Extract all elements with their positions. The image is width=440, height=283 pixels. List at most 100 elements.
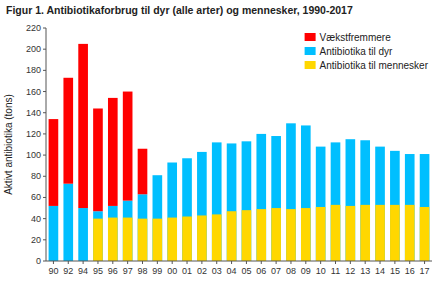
bar <box>227 143 237 144</box>
x-tick <box>320 261 321 264</box>
bar <box>49 119 59 206</box>
x-tick-label: 09 <box>301 266 311 276</box>
legend-swatch <box>305 33 316 41</box>
x-tick-label: 94 <box>78 266 88 276</box>
bar <box>360 205 370 261</box>
y-tick-label: 160 <box>26 87 41 97</box>
y-tick-label: 60 <box>31 192 41 202</box>
x-tick-label: 07 <box>271 266 281 276</box>
bar <box>123 201 133 261</box>
bar <box>242 210 252 261</box>
bar <box>316 207 326 261</box>
y-tick-label: 40 <box>31 214 41 224</box>
x-tick <box>335 261 336 264</box>
x-tick <box>53 261 54 264</box>
bar <box>182 217 192 261</box>
bar <box>331 205 341 261</box>
bar <box>123 92 133 201</box>
bar <box>167 163 177 261</box>
y-tick <box>43 28 46 29</box>
x-tick-label: 99 <box>152 266 162 276</box>
bar <box>405 205 415 261</box>
bar <box>331 142 341 261</box>
bar <box>375 205 385 261</box>
bar <box>286 123 296 124</box>
y-tick <box>43 261 46 262</box>
x-tick <box>350 261 351 264</box>
x-tick <box>68 261 69 264</box>
bar <box>153 219 163 261</box>
bar <box>286 123 296 261</box>
y-tick <box>43 133 46 134</box>
legend-swatch <box>305 61 316 69</box>
x-tick-label: 10 <box>316 266 326 276</box>
legend-label: Antibiotika til dyr <box>320 46 393 57</box>
x-tick <box>187 261 188 264</box>
bar <box>78 44 88 208</box>
x-axis <box>46 261 432 262</box>
x-tick <box>409 261 410 264</box>
x-tick-label: 00 <box>167 266 177 276</box>
bar <box>93 108 103 211</box>
x-tick <box>201 261 202 264</box>
bar <box>167 162 177 163</box>
y-tick <box>43 91 46 92</box>
y-tick-label: 80 <box>31 171 41 181</box>
x-tick-label: 02 <box>197 266 207 276</box>
y-tick-label: 120 <box>26 129 41 139</box>
bar <box>108 218 118 261</box>
bar <box>390 151 400 261</box>
x-tick-label: 13 <box>360 266 370 276</box>
y-tick-label: 220 <box>26 23 41 33</box>
x-tick <box>380 261 381 264</box>
bar <box>197 215 207 261</box>
legend: VækstfremmereAntibiotika til dyrAntibiot… <box>305 32 429 71</box>
bar <box>256 133 266 134</box>
bar <box>78 208 88 261</box>
bar <box>212 142 222 143</box>
x-tick <box>216 261 217 264</box>
bar <box>93 219 103 261</box>
bar <box>93 211 103 261</box>
bar <box>256 134 266 261</box>
x-tick <box>261 261 262 264</box>
x-tick <box>127 261 128 264</box>
bar <box>108 98 118 206</box>
bar <box>346 139 356 261</box>
bar <box>227 143 237 261</box>
bar <box>242 141 252 142</box>
bars <box>49 44 430 261</box>
bar <box>138 194 148 261</box>
x-tick <box>276 261 277 264</box>
x-tick-label: 95 <box>93 266 103 276</box>
bar <box>420 154 430 155</box>
bar <box>108 206 118 261</box>
y-tick <box>43 197 46 198</box>
x-tick-label: 16 <box>405 266 415 276</box>
bar <box>346 206 356 261</box>
x-tick-label: 01 <box>182 266 192 276</box>
bar <box>301 125 311 126</box>
bar <box>138 149 148 195</box>
bar <box>271 136 281 137</box>
x-tick-label: 14 <box>375 266 385 276</box>
bar <box>167 218 177 261</box>
x-tick-label: 08 <box>286 266 296 276</box>
bar <box>227 211 237 261</box>
y-tick <box>43 155 46 156</box>
x-tick <box>83 261 84 264</box>
y-tick <box>43 112 46 113</box>
bar <box>346 139 356 140</box>
bar <box>212 214 222 261</box>
bar <box>138 219 148 261</box>
x-tick <box>290 261 291 264</box>
bar <box>63 184 73 261</box>
bar <box>331 142 341 143</box>
bar <box>212 142 222 261</box>
legend-label: Antibiotika til mennesker <box>320 60 429 71</box>
x-tick-label: 15 <box>390 266 400 276</box>
bar <box>286 209 296 261</box>
bar <box>301 208 311 261</box>
bar <box>420 207 430 261</box>
y-tick <box>43 176 46 177</box>
